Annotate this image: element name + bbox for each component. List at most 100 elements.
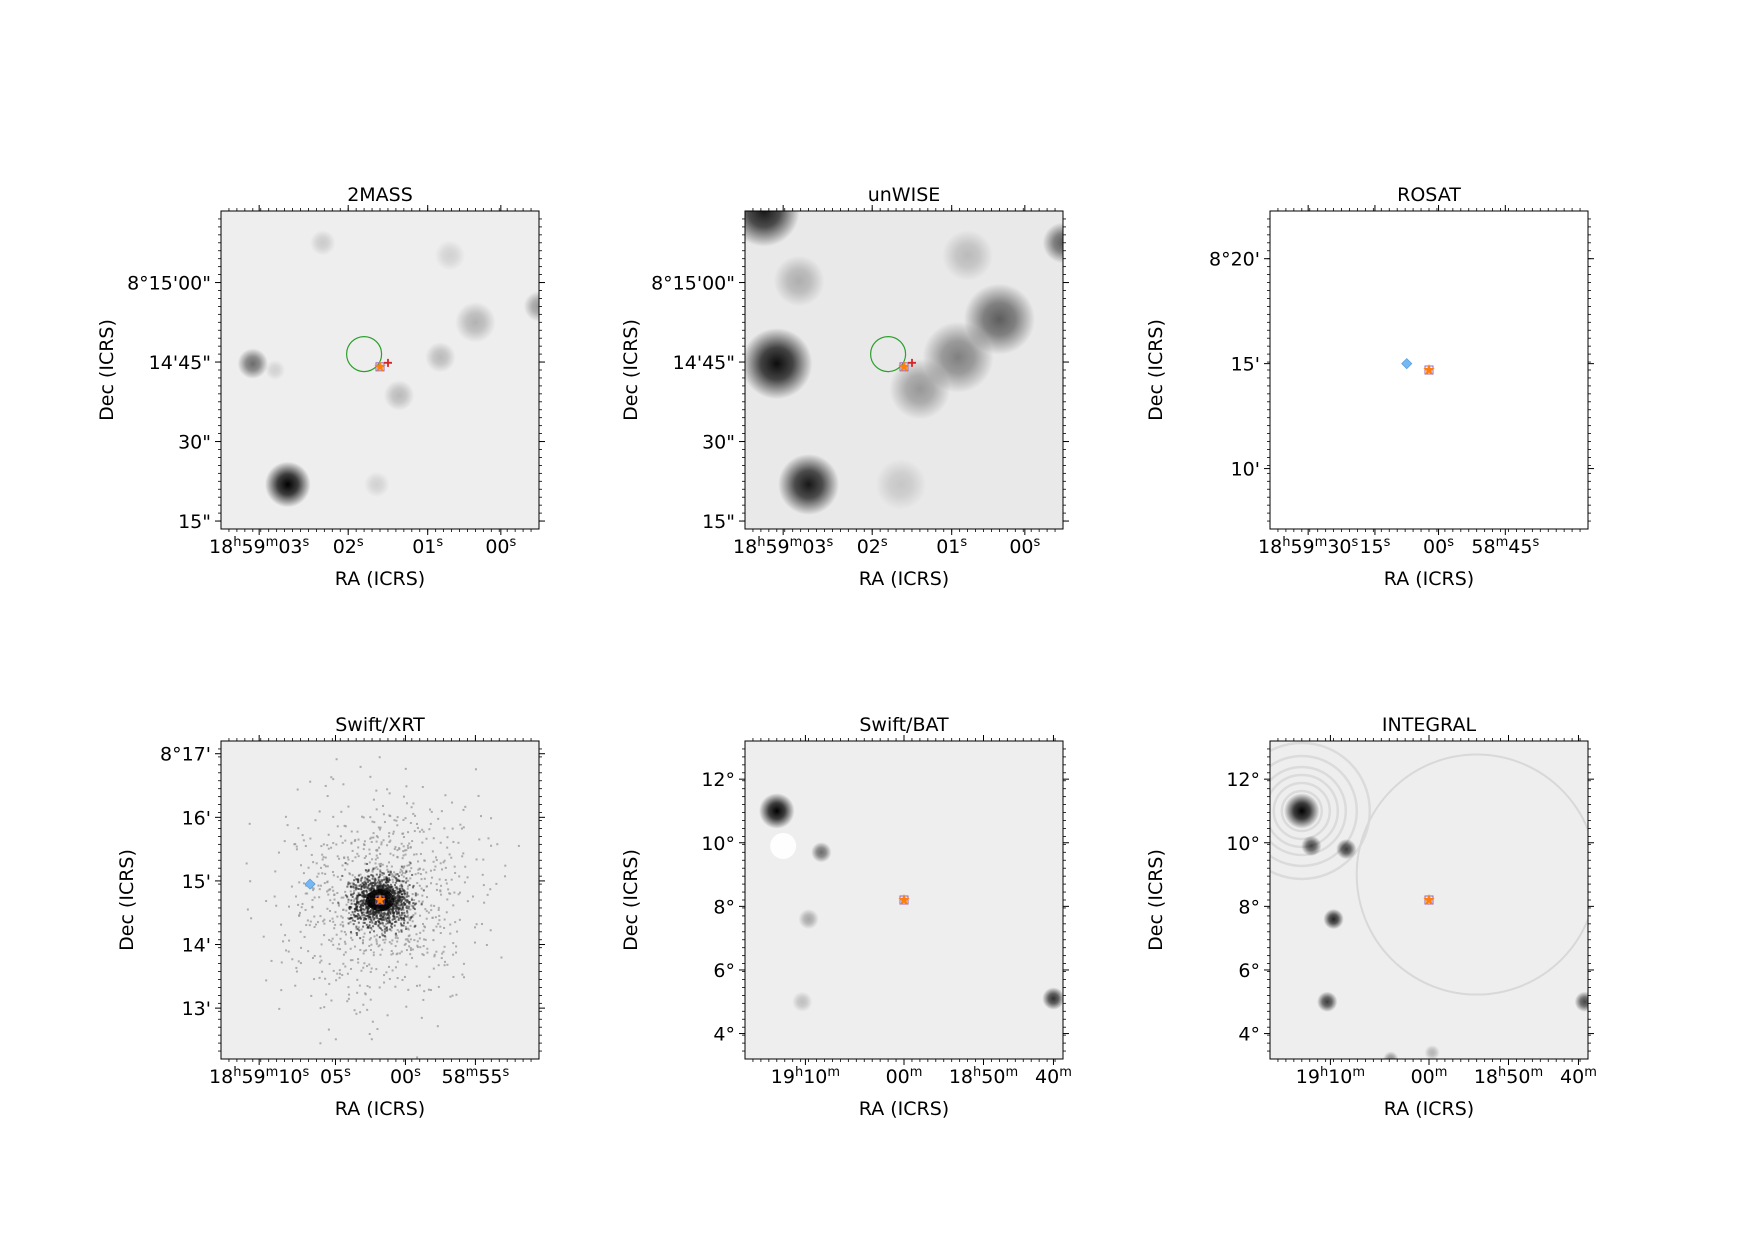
sky-image [1270, 741, 1588, 1059]
counterpart-markers [1423, 894, 1435, 905]
source-blob [1424, 1045, 1440, 1059]
x-axis-label: RA (ICRS) [859, 568, 949, 590]
source-blob [811, 842, 832, 863]
source-blob [383, 380, 415, 411]
x-tick-labels: 19h10m 00m 18h50m 40m [771, 735, 1072, 1088]
y-tick-label: 15' [182, 871, 211, 893]
source-blob [523, 291, 539, 322]
panel-title: INTEGRAL [1382, 714, 1477, 736]
y-tick-label: 8°20' [1209, 249, 1260, 271]
panel-title: 2MASS [347, 184, 413, 206]
source-blob [1301, 835, 1322, 857]
y-tick-labels: 8°15'00" 14'45" 30" 15" [651, 273, 1069, 533]
y-tick-label: 10° [1226, 833, 1260, 855]
minor-ticks [1267, 208, 1591, 532]
y-axis-label: Dec (ICRS) [1145, 849, 1167, 951]
sky-image [758, 793, 1063, 1012]
y-axis-label: Dec (ICRS) [620, 319, 642, 421]
star-marker [374, 894, 386, 905]
y-tick-label: 15" [178, 511, 211, 533]
sky-image [745, 211, 1063, 516]
x-tick-label: 18h50m [1474, 1065, 1543, 1089]
counterpart-markers [374, 358, 392, 372]
panel-swift-bat: 19h10m 00m 18h50m 40m 12° 10° 8° 6° 4° Swift/BAT R… [620, 714, 1072, 1120]
source-blob [792, 991, 813, 1012]
sky-image [1401, 358, 1435, 375]
x-tick-label: 02s [333, 535, 364, 559]
source-blob [1283, 793, 1320, 829]
y-tick-label: 4° [1238, 1024, 1260, 1046]
x-tick-label: 00s [1423, 535, 1454, 559]
x-tick-label: 00s [390, 1065, 421, 1089]
plus-marker [908, 358, 916, 367]
counterpart-markers [1423, 364, 1435, 375]
x-tick-labels: 18h59m30s 15s 00s 58m45s [1258, 205, 1539, 558]
x-axis-label: RA (ICRS) [1384, 568, 1474, 590]
source-blob [425, 342, 456, 373]
y-axis-label: Dec (ICRS) [620, 849, 642, 951]
sky-image [245, 756, 520, 1059]
x-axis-label: RA (ICRS) [1384, 1098, 1474, 1120]
source-blob [434, 240, 466, 271]
source-blob [237, 348, 269, 379]
y-tick-label: 4° [713, 1024, 735, 1046]
y-tick-labels: 12° 10° 8° 6° 4° [1226, 769, 1594, 1046]
x-tick-label: 18h59m03s [733, 535, 833, 559]
star-marker [374, 360, 386, 372]
source-blob [942, 230, 994, 281]
panel-title: ROSAT [1397, 184, 1461, 206]
y-tick-label: 14'45" [149, 352, 211, 374]
y-tick-label: 12° [1226, 769, 1260, 791]
y-tick-label: 15' [1231, 354, 1260, 376]
diamond-marker [1401, 358, 1413, 370]
source-blob [745, 211, 800, 247]
x-tick-label: 18h50m [949, 1065, 1018, 1089]
y-tick-label: 12° [701, 769, 735, 791]
y-tick-label: 10° [701, 833, 735, 855]
sky-image [237, 230, 539, 508]
x-tick-labels: 18h59m03s 02s 01s 00s [733, 205, 1041, 558]
plus-marker [384, 358, 392, 367]
y-tick-label: 30" [702, 432, 735, 454]
source-blob [1574, 991, 1588, 1012]
y-tick-label: 8° [713, 896, 735, 918]
source-blob [1042, 222, 1063, 264]
x-tick-label: 58m45s [1471, 535, 1539, 559]
x-tick-label: 00m [886, 1065, 923, 1089]
y-tick-label: 10' [1231, 459, 1260, 481]
y-tick-labels: 8°17' 16' 15' 14' 13' [160, 744, 545, 1020]
y-axis-label: Dec (ICRS) [96, 319, 118, 421]
source-blob [758, 793, 795, 829]
source-blob [455, 301, 496, 343]
source-blob [1317, 991, 1338, 1012]
x-tick-label: 18h59m30s [1258, 535, 1358, 559]
search-region-circle [870, 336, 907, 373]
panel-title: Swift/BAT [859, 714, 949, 736]
x-axis-label: RA (ICRS) [335, 568, 425, 590]
x-tick-label: 02s [857, 535, 888, 559]
diamond-marker [304, 878, 316, 890]
y-tick-label: 30" [178, 432, 211, 454]
source-blob [1336, 838, 1357, 860]
x-tick-label: 01s [412, 535, 443, 559]
panel-integral: 19h10m 00m 18h50m 40m 12° 10° 8° 6° 4° INTEGRAL RA… [1145, 714, 1597, 1120]
star-marker [898, 360, 910, 372]
x-tick-label: 00s [1009, 535, 1040, 559]
star-marker [898, 894, 910, 905]
x-tick-label: 19h10m [1296, 1065, 1365, 1089]
y-tick-label: 14' [182, 935, 211, 957]
source-blob [264, 359, 286, 381]
source-blob [1323, 908, 1344, 930]
search-region-circle [346, 336, 383, 373]
counterpart-markers [898, 358, 916, 372]
x-axis-label: RA (ICRS) [335, 1098, 425, 1120]
y-tick-label: 8° [1238, 896, 1260, 918]
counterpart-markers [898, 894, 910, 905]
y-tick-label: 13' [182, 998, 211, 1020]
y-tick-label: 8°15'00" [651, 273, 735, 295]
y-tick-label: 14'45" [673, 352, 735, 374]
source-blob [778, 453, 840, 516]
x-tick-label: 58m55s [441, 1065, 509, 1089]
y-tick-label: 8°15'00" [127, 273, 211, 295]
